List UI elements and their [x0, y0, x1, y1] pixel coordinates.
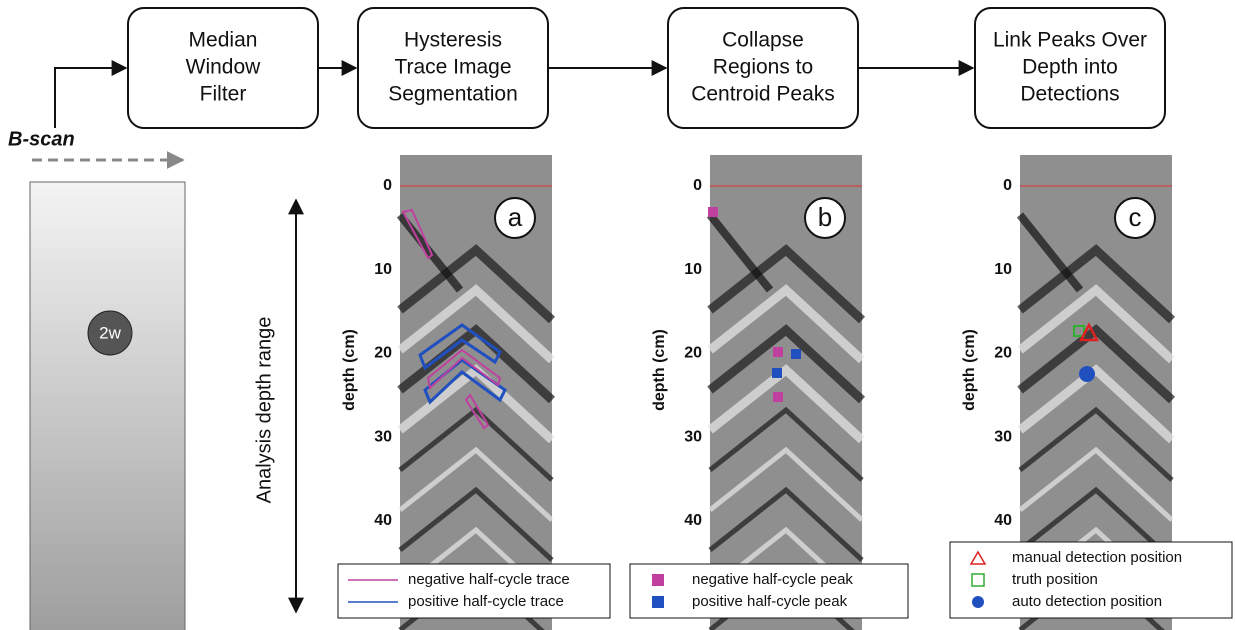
- y-tick-label: 40: [684, 512, 702, 529]
- y-tick-label: 20: [994, 345, 1012, 362]
- legend-swatch: [652, 574, 664, 586]
- step-text: Median: [189, 29, 258, 52]
- panel-letter: b: [818, 202, 832, 232]
- negative-peak: [708, 207, 718, 217]
- legend-text: manual detection position: [1012, 549, 1182, 566]
- y-tick-label: 40: [374, 512, 392, 529]
- auto-marker: [1079, 366, 1095, 382]
- panel-letter: c: [1129, 202, 1142, 232]
- step-text: Trace Image: [394, 56, 511, 79]
- step-text: Detections: [1020, 83, 1119, 106]
- legend-text: positive half-cycle peak: [692, 593, 848, 610]
- y-tick-label: 0: [383, 177, 392, 194]
- positive-peak: [791, 349, 801, 359]
- legend-text: truth position: [1012, 571, 1098, 588]
- y-tick-label: 10: [994, 261, 1012, 278]
- step-text: Filter: [200, 83, 247, 106]
- legend-swatch: [972, 596, 984, 608]
- step-text: Link Peaks Over: [993, 29, 1147, 52]
- step-text: Collapse: [722, 29, 804, 52]
- y-tick-label: 0: [693, 177, 702, 194]
- step-text: Window: [186, 56, 262, 79]
- negative-peak: [773, 392, 783, 402]
- y-tick-label: 10: [684, 261, 702, 278]
- y-axis-label: depth (cm): [651, 329, 668, 411]
- y-tick-label: 30: [994, 428, 1012, 445]
- target-label: 2w: [99, 323, 121, 342]
- y-tick-label: 0: [1003, 177, 1012, 194]
- y-tick-label: 10: [374, 261, 392, 278]
- step-text: Centroid Peaks: [691, 83, 835, 106]
- legend-swatch: [652, 596, 664, 608]
- y-tick-label: 30: [374, 428, 392, 445]
- y-axis-label: depth (cm): [341, 329, 358, 411]
- step-text: Regions to: [713, 56, 813, 79]
- range-label: Analysis depth range: [253, 317, 275, 504]
- step-text: Segmentation: [388, 83, 518, 106]
- step-text: Hysteresis: [404, 29, 502, 52]
- legend-text: positive half-cycle trace: [408, 593, 564, 610]
- y-tick-label: 20: [374, 345, 392, 362]
- panel-letter: a: [508, 202, 523, 232]
- figure: B-scan 2w Analysis depth range Median Win…: [0, 0, 1235, 630]
- step-text: Depth into: [1022, 56, 1118, 79]
- bscan-image: [30, 182, 185, 630]
- input-arrow: [55, 68, 126, 128]
- legend-text: negative half-cycle peak: [692, 571, 853, 588]
- y-axis-label: depth (cm): [961, 329, 978, 411]
- negative-peak: [773, 347, 783, 357]
- positive-peak: [772, 368, 782, 378]
- legend-text: auto detection position: [1012, 593, 1162, 610]
- y-tick-label: 30: [684, 428, 702, 445]
- y-tick-label: 20: [684, 345, 702, 362]
- y-tick-label: 40: [994, 512, 1012, 529]
- input-label: B-scan: [8, 128, 75, 150]
- legend-text: negative half-cycle trace: [408, 571, 570, 588]
